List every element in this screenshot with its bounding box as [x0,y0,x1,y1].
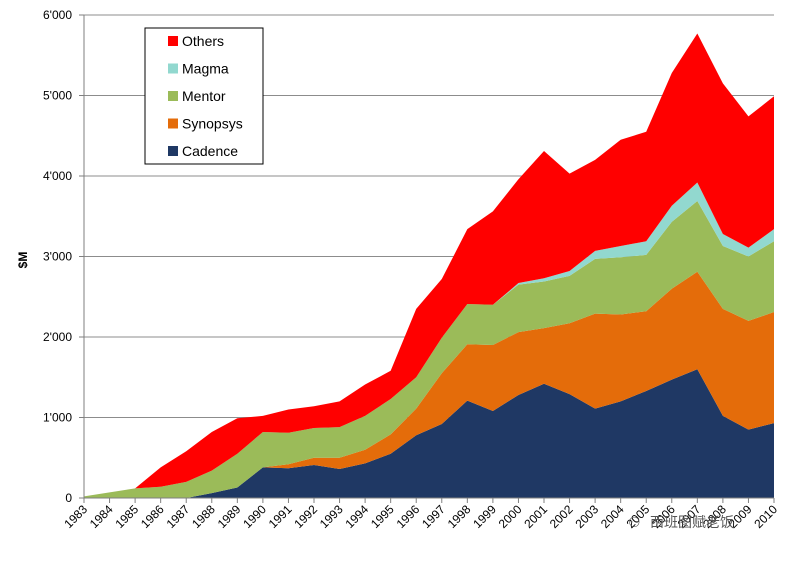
legend-swatch-mentor [168,91,178,101]
area-synopsys [84,271,774,498]
legend-box [144,27,264,165]
series-areas [84,33,774,498]
watermark-text: 西班图赋老饭 [650,515,734,531]
y-tick-label: 6'000 [43,8,72,22]
area-magma [84,182,774,497]
y-tick-label: 0 [65,491,72,505]
legend-label-others: Others [182,33,224,49]
y-tick-label: 2'000 [43,330,72,344]
legend-swatch-synopsys [168,118,178,129]
legend-swatch-magma [168,63,178,74]
legend: Others Magma Mentor Synopsys Cadence [144,27,264,165]
y-tick-label: 5'000 [43,89,72,103]
legend-label-magma: Magma [182,61,229,77]
area-mentor [84,200,774,498]
legend-swatch-others [168,36,178,46]
watermark-icon: ⚇ [628,515,641,531]
legend-label-cadence: Cadence [182,143,238,159]
y-tick-label: 3'000 [43,250,72,264]
y-tick-label: 1'000 [43,411,72,425]
legend-label-mentor: Mentor [182,88,226,104]
axes [79,14,775,503]
watermark: ⚇ 西班图赋老饭 [628,515,734,531]
y-tick-label: 4'000 [43,169,72,183]
area-others [84,33,774,497]
y-axis-label: $M [16,252,30,269]
legend-label-synopsys: Synopsys [182,116,243,132]
legend-swatch-cadence [168,146,178,156]
y-tick-labels: 0 1'000 2'000 3'000 4'000 5'000 6'000 [43,8,72,505]
area-cadence [84,369,774,498]
